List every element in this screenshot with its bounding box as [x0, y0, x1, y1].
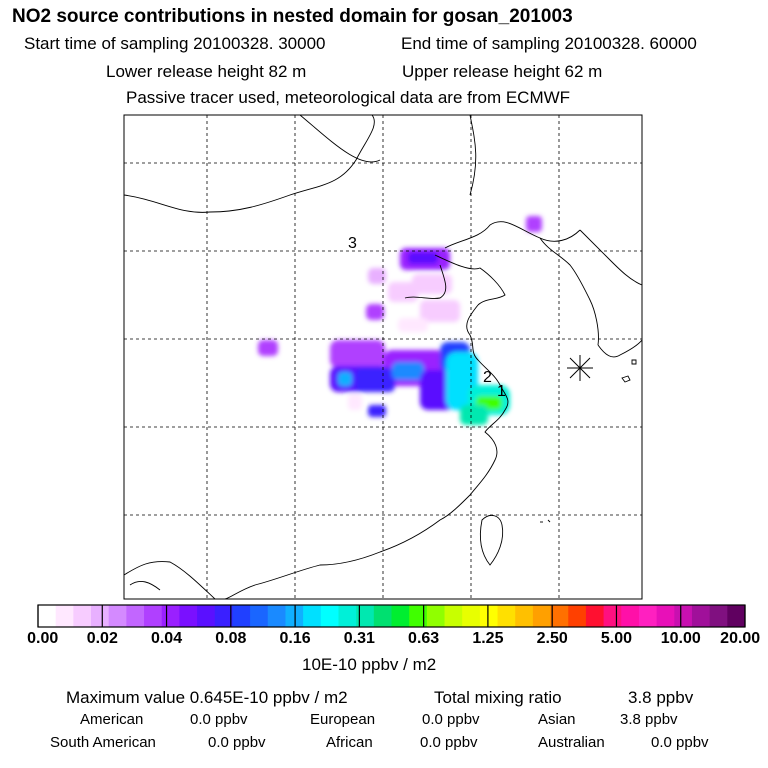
region-name-european: European — [310, 711, 376, 728]
colorbar-tick-label: 0.16 — [279, 630, 311, 647]
colorbar-swatch — [303, 605, 322, 627]
colorbar-swatch — [568, 605, 587, 627]
colorbar-swatch — [126, 605, 145, 627]
colorbar-swatch — [108, 605, 127, 627]
colorbar-swatch — [709, 605, 728, 627]
end-time-label: End time of sampling 20100328. 60000 — [401, 34, 697, 53]
colorbar-swatches — [37, 605, 746, 627]
lat-lon-grid — [124, 115, 642, 599]
colorbar-swatch — [179, 605, 198, 627]
colorbar-tick-label: 10.00 — [660, 630, 701, 647]
colorbar-unit-label: 10E-10 ppbv / m2 — [302, 655, 437, 674]
colorbar-tick-label: 0.63 — [408, 630, 440, 647]
colorbar-swatch — [320, 605, 339, 627]
colorbar-tick-label: 0.04 — [150, 630, 183, 647]
region-name-asian: Asian — [538, 711, 576, 728]
colorbar-swatch — [585, 605, 605, 627]
start-time-label: Start time of sampling 20100328. 30000 — [24, 34, 326, 53]
colorbar-border — [37, 604, 746, 628]
map-border — [123, 114, 643, 600]
region-name-australian: Australian — [538, 734, 605, 751]
maximum-value-label: Maximum value 0.645E-10 ppbv / m2 — [66, 688, 348, 707]
colorbar-swatch — [638, 605, 658, 627]
colorbar-swatch — [55, 605, 74, 627]
colorbar-swatch — [691, 605, 711, 627]
colorbar-tick-label: 0.00 — [27, 630, 59, 647]
region-name-african: African — [326, 734, 373, 751]
source-label-2: 2 — [483, 369, 492, 386]
coastlines — [124, 115, 642, 599]
colorbar-swatch — [603, 605, 622, 627]
colorbar-tick-label: 1.25 — [472, 630, 504, 647]
colorbar-swatch — [232, 605, 251, 627]
colorbar-swatch — [409, 605, 428, 627]
colorbar-tick-label: 2.50 — [536, 630, 568, 647]
region-value-european: 0.0 ppbv — [422, 711, 480, 728]
colorbar-swatch — [73, 605, 92, 627]
colorbar-tick-label: 20.00 — [720, 630, 761, 647]
colorbar-swatch — [373, 605, 392, 627]
colorbar-swatch — [214, 605, 233, 627]
colorbar-swatch — [356, 605, 375, 627]
colorbar-swatch — [197, 605, 216, 627]
colorbar-swatch — [462, 605, 481, 627]
colorbar-swatch — [497, 605, 516, 627]
region-value-australian: 0.0 ppbv — [651, 734, 709, 751]
colorbar-swatch — [444, 605, 463, 627]
colorbar-swatch — [161, 605, 180, 627]
source-label-3: 3 — [348, 235, 357, 252]
total-mixing-ratio-label: Total mixing ratio — [434, 688, 562, 707]
lower-release-label: Lower release height 82 m — [106, 62, 307, 81]
colorbar-swatch — [91, 605, 110, 627]
colorbar-swatch — [391, 605, 410, 627]
colorbar-swatch — [479, 605, 499, 627]
region-name-american: American — [80, 711, 144, 728]
colorbar-swatch — [144, 605, 163, 627]
colorbar-swatch — [515, 605, 534, 627]
colorbar-swatch — [674, 605, 693, 627]
region-value-asian: 3.8 ppbv — [620, 711, 678, 728]
region-name-south-american: South American — [50, 734, 156, 751]
station-star-icon — [567, 355, 593, 381]
region-value-south-american: 0.0 ppbv — [208, 734, 266, 751]
colorbar-tick-label: 0.08 — [215, 630, 247, 647]
colorbar-swatch — [38, 605, 57, 627]
tracer-note: Passive tracer used, meteorological data… — [126, 88, 571, 107]
total-mixing-ratio-value: 3.8 ppbv — [628, 688, 694, 707]
plot-title: NO2 source contributions in nested domai… — [12, 6, 573, 27]
region-value-african: 0.0 ppbv — [420, 734, 478, 751]
region-value-american: 0.0 ppbv — [190, 711, 248, 728]
upper-release-label: Upper release height 62 m — [402, 62, 603, 81]
colorbar-swatch — [621, 605, 640, 627]
colorbar-swatch — [550, 605, 569, 627]
colorbar-swatch — [426, 605, 446, 627]
colorbar-swatch — [727, 605, 746, 627]
colorbar-swatch — [338, 605, 357, 627]
colorbar-swatch — [656, 605, 675, 627]
colorbar-swatch — [250, 605, 269, 627]
source-label-1: 1 — [497, 383, 506, 400]
colorbar-tick-label: 0.02 — [86, 630, 118, 647]
colorbar-swatch — [267, 605, 286, 627]
colorbar-tick-label: 0.31 — [343, 630, 375, 647]
colorbar-swatch — [532, 605, 552, 627]
colorbar-tick-label: 5.00 — [600, 630, 633, 647]
